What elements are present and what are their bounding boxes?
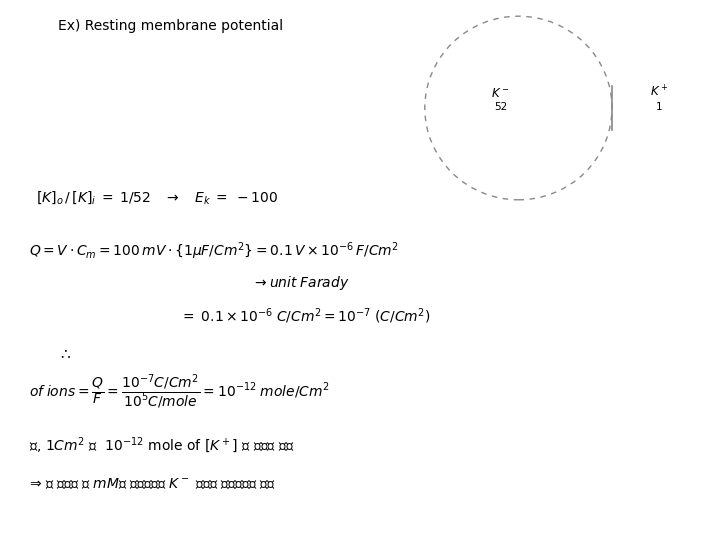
Text: ⇒ 이 정도는 수 $mM$의 세포안밖의 $K^-$ 농도를 변화시키지 않을: ⇒ 이 정도는 수 $mM$의 세포안밖의 $K^-$ 농도를 변화시키지 않을	[29, 476, 276, 491]
Text: $= \; 0.1 \times 10^{-6} \; C/Cm^2 = 10^{-7} \; (C/Cm^2)$: $= \; 0.1 \times 10^{-6} \; C/Cm^2 = 10^…	[180, 306, 431, 326]
Text: 1: 1	[655, 102, 662, 112]
Text: 즉, 1$Cm^2$ 당  $10^{-12}$ mole of $[K^+]$ 가 나가야 한다: 즉, 1$Cm^2$ 당 $10^{-12}$ mole of $[K^+]$ …	[29, 436, 294, 455]
Text: $K^+$: $K^+$	[649, 85, 668, 100]
Text: $K^-$: $K^-$	[491, 87, 510, 100]
Text: $Q = V \cdot C_m = 100\,mV \cdot \{1\mu F/ Cm^2\} = 0.1\,V\times 10^{-6}\,F/ Cm^: $Q = V \cdot C_m = 100\,mV \cdot \{1\mu …	[29, 240, 399, 262]
Text: 52: 52	[494, 102, 507, 112]
Text: $of \; ions = \dfrac{Q}{F} = \dfrac{10^{-7}C/Cm^2}{10^{5}C/ mole} = 10^{-12} \; : $of \; ions = \dfrac{Q}{F} = \dfrac{10^{…	[29, 372, 330, 411]
Text: $[K]_o \, / \, [K]_i \; = \; 1/52 \quad \rightarrow \quad E_k \; = \; -100$: $[K]_o \, / \, [K]_i \; = \; 1/52 \quad …	[36, 188, 279, 206]
Text: Ex) Resting membrane potential: Ex) Resting membrane potential	[58, 19, 283, 33]
Text: $\rightarrow \mathit{unit \; Farady}$: $\rightarrow \mathit{unit \; Farady}$	[252, 274, 349, 293]
Text: $\therefore$: $\therefore$	[58, 346, 71, 361]
